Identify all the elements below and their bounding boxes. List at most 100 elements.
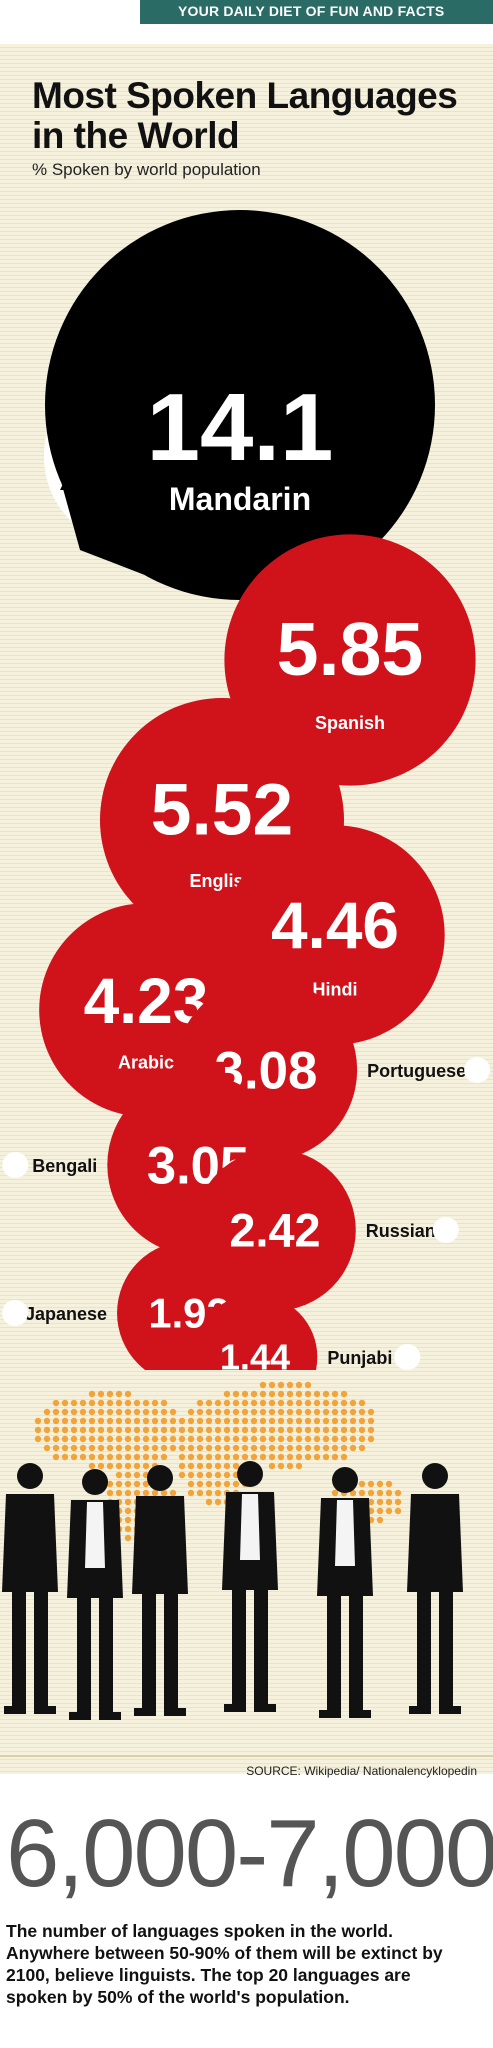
decor-dot — [432, 1217, 459, 1243]
map-dot — [214, 1471, 222, 1479]
world-map-dots — [34, 1381, 402, 1542]
map-dot — [304, 1408, 312, 1416]
map-dot — [187, 1462, 195, 1470]
map-dot — [52, 1417, 60, 1425]
map-dot — [259, 1381, 267, 1389]
map-dot — [187, 1426, 195, 1434]
map-dot — [205, 1471, 213, 1479]
map-dot — [70, 1444, 78, 1452]
map-dot — [106, 1426, 114, 1434]
map-dot — [223, 1471, 231, 1479]
map-dot — [349, 1444, 357, 1452]
map-dot — [277, 1444, 285, 1452]
page-subtitle: % Spoken by world population — [32, 160, 261, 179]
map-dot — [79, 1399, 87, 1407]
map-dot — [43, 1426, 51, 1434]
map-dot — [304, 1435, 312, 1443]
map-dot — [295, 1453, 303, 1461]
map-dot — [124, 1489, 132, 1497]
map-dot — [151, 1408, 159, 1416]
map-dot — [115, 1390, 123, 1398]
map-dot — [331, 1417, 339, 1425]
map-dot — [259, 1417, 267, 1425]
map-dot — [250, 1453, 258, 1461]
map-dot — [322, 1399, 330, 1407]
map-dot — [124, 1390, 132, 1398]
person-silhouette — [67, 1469, 123, 1720]
map-dot — [88, 1462, 96, 1470]
map-dot — [223, 1444, 231, 1452]
map-dot — [133, 1435, 141, 1443]
map-dot — [196, 1417, 204, 1425]
map-dot — [385, 1507, 393, 1515]
map-dot — [142, 1426, 150, 1434]
page-title: Most Spoken Languages in the World — [32, 75, 458, 156]
map-dot — [295, 1444, 303, 1452]
map-dot — [367, 1489, 375, 1497]
map-dot — [70, 1408, 78, 1416]
map-dot — [124, 1417, 132, 1425]
map-dot — [34, 1435, 42, 1443]
map-dot — [358, 1435, 366, 1443]
map-dot — [124, 1516, 132, 1524]
map-dot — [214, 1480, 222, 1488]
map-dot — [34, 1417, 42, 1425]
map-dot — [79, 1417, 87, 1425]
map-dot — [331, 1426, 339, 1434]
map-dot — [61, 1453, 69, 1461]
map-dot — [142, 1489, 150, 1497]
map-dot — [79, 1435, 87, 1443]
map-dot — [97, 1399, 105, 1407]
map-dot — [259, 1408, 267, 1416]
map-dot — [115, 1489, 123, 1497]
map-dot — [97, 1417, 105, 1425]
map-dot — [358, 1480, 366, 1488]
map-dot — [259, 1435, 267, 1443]
business-people-silhouettes — [2, 1461, 463, 1720]
map-dot — [331, 1453, 339, 1461]
map-dot — [349, 1399, 357, 1407]
map-dot — [313, 1399, 321, 1407]
map-dot — [277, 1381, 285, 1389]
map-dot — [313, 1426, 321, 1434]
map-dot — [115, 1408, 123, 1416]
map-dot — [259, 1399, 267, 1407]
map-dot — [340, 1444, 348, 1452]
map-dot — [187, 1417, 195, 1425]
map-dot — [268, 1435, 276, 1443]
map-dot — [169, 1444, 177, 1452]
map-dot — [97, 1408, 105, 1416]
map-dot — [331, 1390, 339, 1398]
map-dot — [250, 1444, 258, 1452]
map-dot — [286, 1399, 294, 1407]
banner-tagline: YOUR DAILY DIET OF FUN AND FACTS — [178, 3, 445, 19]
map-dot — [304, 1381, 312, 1389]
map-dot — [196, 1399, 204, 1407]
map-dot — [178, 1462, 186, 1470]
person-silhouette — [132, 1465, 188, 1716]
map-dot — [214, 1453, 222, 1461]
map-dot — [88, 1417, 96, 1425]
map-dot — [241, 1417, 249, 1425]
map-dot — [205, 1444, 213, 1452]
map-dot — [313, 1417, 321, 1425]
map-dot — [295, 1390, 303, 1398]
map-dot — [322, 1390, 330, 1398]
map-dot — [250, 1408, 258, 1416]
map-dot — [268, 1381, 276, 1389]
decor-dot — [464, 1057, 491, 1083]
map-dot — [133, 1426, 141, 1434]
map-dot — [223, 1462, 231, 1470]
map-dot — [358, 1408, 366, 1416]
map-dot — [286, 1453, 294, 1461]
decor-dot — [2, 1152, 29, 1178]
map-dot — [313, 1444, 321, 1452]
category-label-japanese: Japanese — [25, 1304, 107, 1324]
map-dot — [241, 1426, 249, 1434]
map-dot — [232, 1453, 240, 1461]
top-banner: YOUR DAILY DIET OF FUN AND FACTS — [0, 0, 493, 24]
map-dot — [205, 1462, 213, 1470]
map-dot — [106, 1390, 114, 1398]
map-dot — [304, 1417, 312, 1425]
map-dot — [331, 1399, 339, 1407]
